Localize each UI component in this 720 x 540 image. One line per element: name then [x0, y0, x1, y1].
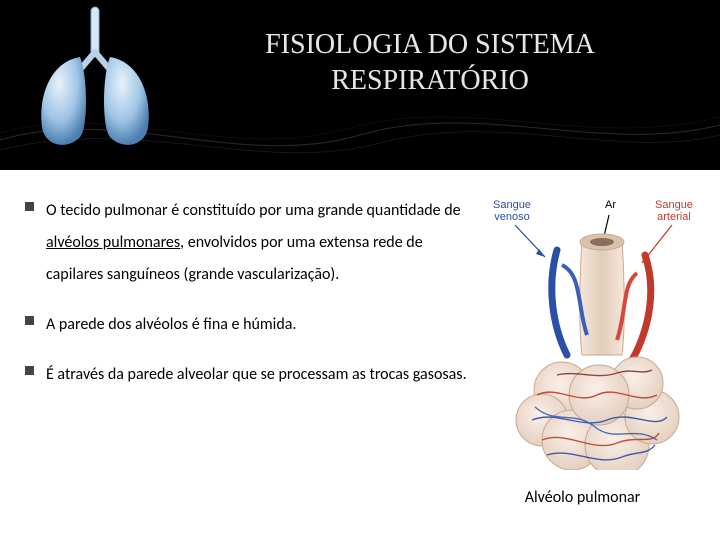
bullet-list: O tecido pulmonar é constituído por uma … — [25, 195, 475, 409]
figure-label-air: Ar — [605, 199, 616, 211]
bullet-text: A parede dos alvéolos é fina e húmida. — [46, 309, 296, 341]
bullet-marker-icon — [25, 366, 34, 375]
bullet-item: A parede dos alvéolos é fina e húmida. — [25, 309, 475, 341]
bullet-item: É através da parede alveolar que se proc… — [25, 359, 475, 391]
lungs-icon — [30, 2, 160, 152]
bullet-marker-icon — [25, 316, 34, 325]
figure-label-arterial: Sangue arterial — [655, 199, 693, 223]
bullet-text: O tecido pulmonar é constituído por uma … — [46, 195, 475, 291]
title-line-2: RESPIRATÓRIO — [331, 63, 529, 99]
title-line-1: FISIOLOGIA DO SISTEMA — [265, 27, 595, 63]
figure-caption: Alvéolo pulmonar — [475, 488, 690, 507]
bullet-text-pre: O tecido pulmonar é constituído por uma … — [46, 201, 461, 220]
bullet-text: É através da parede alveolar que se proc… — [46, 359, 467, 391]
alveolus-svg — [487, 195, 702, 470]
figure-label-venous: Sangue venoso — [493, 199, 531, 223]
bullet-item: O tecido pulmonar é constituído por uma … — [25, 195, 475, 291]
slide-title: FISIOLOGIA DO SISTEMA RESPIRATÓRIO — [160, 18, 700, 108]
bullet-marker-icon — [25, 202, 34, 211]
alveolus-figure: Sangue venoso Ar Sangue arterial — [487, 195, 702, 470]
bullet-text-underline: alvéolos pulmonares — [46, 233, 180, 252]
slide: FISIOLOGIA DO SISTEMA RESPIRATÓRIO O tec… — [0, 0, 720, 540]
